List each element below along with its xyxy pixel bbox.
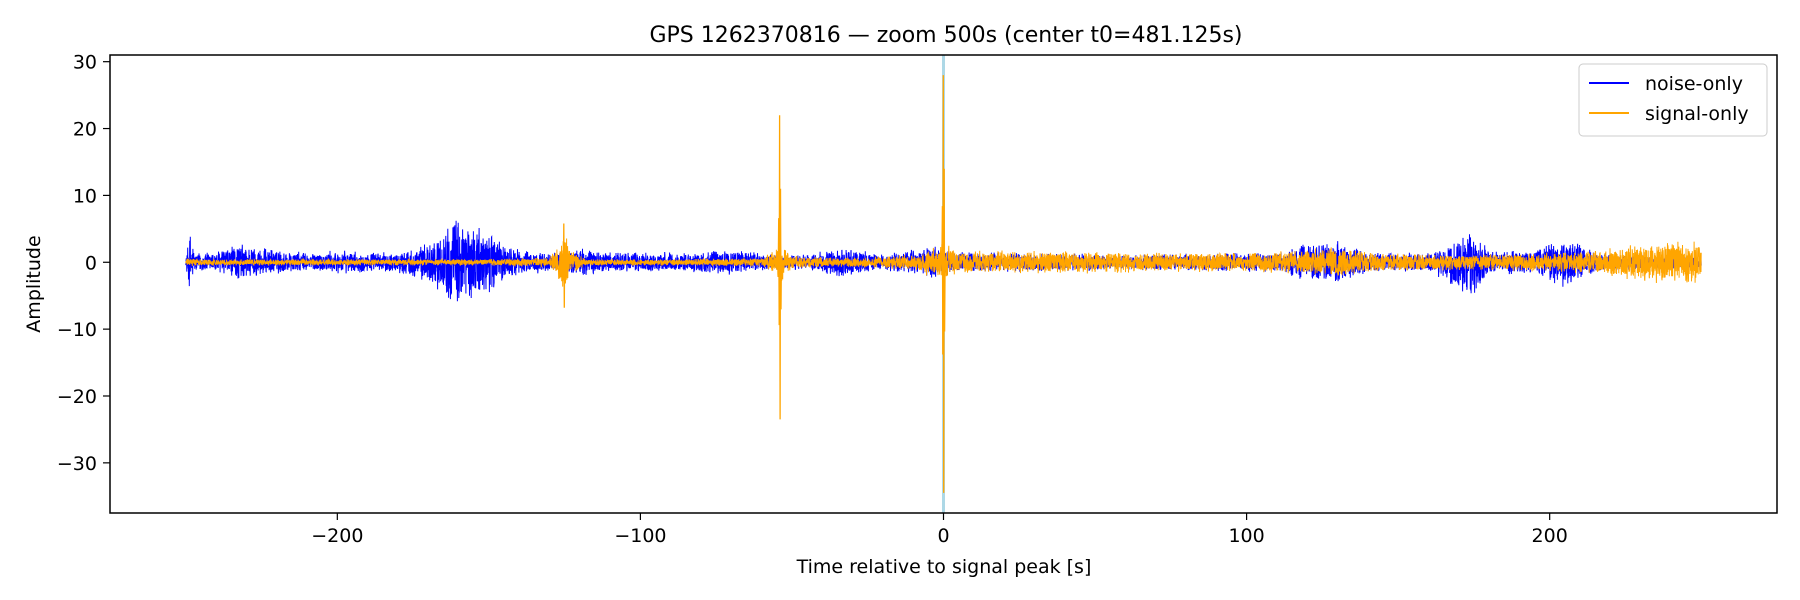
y-tick-label: −20: [57, 386, 97, 408]
legend-label-signal-only: signal-only: [1645, 103, 1749, 125]
series-spike-signal-only-1: [561, 223, 567, 308]
x-tick-label: 100: [1228, 525, 1264, 547]
y-axis: −30 −20 −10 0 10 20 30: [57, 52, 110, 475]
chart-title: GPS 1262370816 — zoom 500s (center t0=48…: [649, 23, 1242, 48]
x-tick-label: 0: [937, 525, 949, 547]
y-tick-label: 20: [73, 119, 97, 141]
series-spike-signal-only-2: [941, 75, 946, 493]
y-tick-label: −10: [57, 319, 97, 341]
x-tick-label: 200: [1532, 525, 1568, 547]
x-tick-label: −200: [311, 525, 363, 547]
y-axis-label: Amplitude: [23, 235, 45, 332]
y-tick-label: 30: [73, 52, 97, 74]
legend-label-noise-only: noise-only: [1645, 73, 1743, 95]
series-spike-signal-only-0: [777, 115, 783, 420]
y-tick-label: −30: [57, 453, 97, 475]
x-axis-label: Time relative to signal peak [s]: [796, 556, 1092, 578]
legend: noise-only signal-only: [1578, 63, 1768, 137]
x-axis: −200 −100 0 100 200: [311, 513, 1568, 547]
y-tick-label: 10: [73, 185, 97, 207]
plot-area: [185, 55, 1702, 513]
y-tick-label: 0: [85, 252, 97, 274]
x-tick-label: −100: [614, 525, 666, 547]
